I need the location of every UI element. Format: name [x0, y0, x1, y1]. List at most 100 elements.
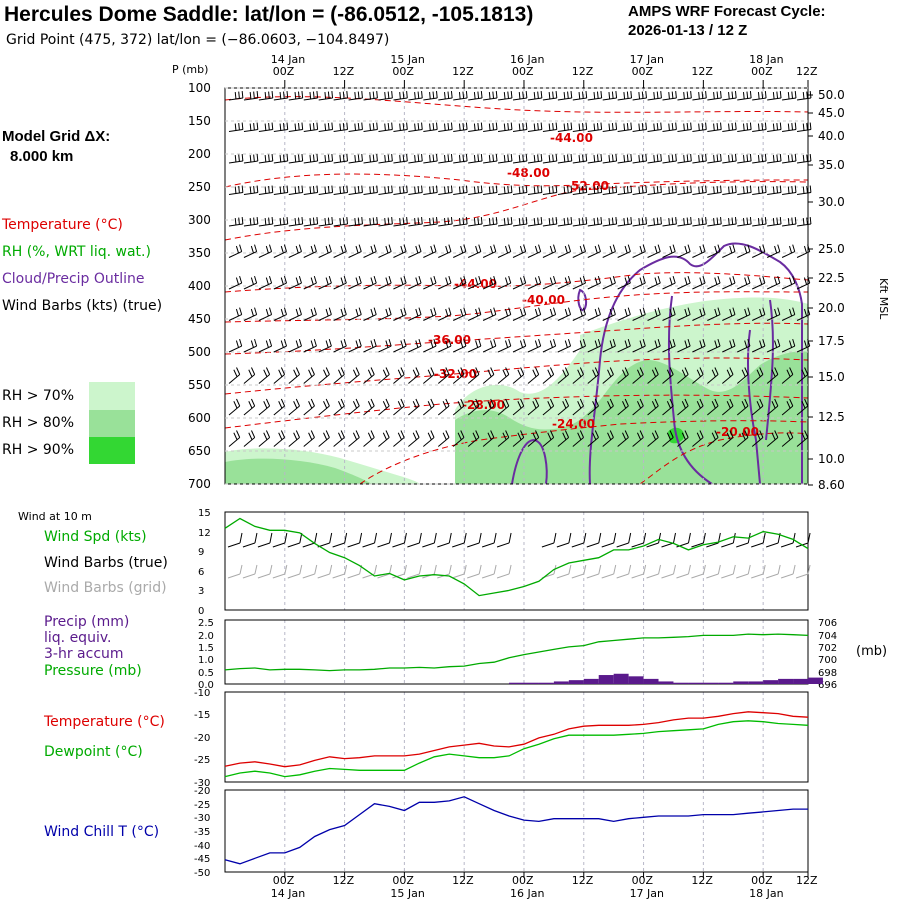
wind-barb-shaft [781, 405, 794, 416]
wind-barb-feather [549, 277, 553, 285]
wind-barb-feather [415, 245, 419, 254]
wind-barb-shaft [602, 251, 616, 258]
wind-barb [393, 367, 405, 384]
wind-barb-feather [579, 430, 584, 438]
wind-barb [318, 244, 332, 258]
wind-barb [527, 185, 543, 195]
wind-speed-tick: 15 [198, 508, 211, 519]
wind-barb-true-feather [463, 532, 467, 544]
rh-90-swatch [89, 437, 135, 464]
wind-barb-true-feather [284, 532, 288, 544]
wind-barb-feather [668, 154, 670, 163]
wind-barb-feather [729, 430, 734, 438]
wind-barb-true-feather [702, 532, 706, 544]
wind-barb-feather [522, 154, 524, 162]
wind-barb-grid-feather [299, 564, 303, 575]
wind-barb-feather [310, 367, 315, 375]
wind-barb [617, 154, 633, 164]
wind-barb-feather [732, 307, 736, 315]
wind-barb-feather [495, 154, 498, 162]
wind-barb [766, 338, 781, 353]
wind-barb-feather [502, 432, 507, 440]
wind-barb-shaft [497, 437, 510, 447]
wind-barb [572, 91, 588, 101]
model-grid-value: 8.000 km [10, 148, 74, 165]
wind-barb [587, 244, 601, 258]
wind-barb [512, 91, 528, 101]
wind-barb [751, 338, 766, 353]
wind-barb-feather [369, 123, 371, 131]
wind-barb-feather [654, 308, 658, 317]
wind-barb-feather [310, 430, 315, 438]
wind-barb-feather [517, 432, 522, 440]
wind-barb-feather [714, 277, 718, 285]
wind-barb [273, 154, 289, 164]
time-tick-bottom: 00Z [632, 874, 654, 887]
wind-barb-feather [503, 154, 506, 163]
wind-barb-feather [803, 245, 808, 254]
wind-barb-feather [666, 369, 672, 377]
wind-barb-shaft [228, 223, 243, 227]
wind-barb-feather [567, 338, 572, 347]
wind-barb-feather [436, 154, 438, 162]
wind-barb-feather [316, 217, 319, 225]
wind-barb [363, 398, 375, 416]
wind-barb-feather [567, 244, 572, 252]
wind-barb-feather [460, 430, 465, 438]
wind-barb-feather [279, 91, 282, 100]
wind-barb-feather [480, 217, 483, 225]
pressure-mb-tick: 704 [818, 631, 837, 642]
wind-barb [452, 367, 465, 384]
wind-barb [453, 91, 468, 101]
wind-barb-feather [540, 217, 543, 225]
wind-barb-feather [533, 186, 536, 194]
wind-barb [557, 217, 573, 227]
wind-barb [707, 91, 722, 101]
wind-barb-true [661, 542, 674, 548]
wind-barb-feather [312, 122, 315, 131]
wind-barb-feather [615, 217, 618, 225]
wind-barb-feather [600, 217, 603, 225]
wind-barb-true-feather [643, 532, 647, 544]
wind-barb-feather [325, 308, 329, 317]
wind-barb-feather [263, 401, 268, 409]
wind-barb-feather [475, 277, 479, 285]
wind-barb-feather [369, 217, 371, 226]
kft-tick: 15.0 [818, 370, 845, 384]
wind-barb-feather [241, 122, 244, 130]
wind-barb [258, 307, 273, 321]
wind-barb-feather [406, 122, 408, 130]
wind-barb [497, 430, 510, 447]
wind-barb-shaft [303, 345, 317, 353]
wind-barb-feather [562, 401, 567, 409]
wind-barb-feather [268, 122, 270, 131]
wind-barb-feather [293, 369, 298, 377]
wind-barb-feather [717, 244, 721, 252]
wind-barb-feather [355, 367, 360, 375]
wind-barb [557, 91, 573, 101]
wind-barb [767, 91, 782, 101]
wind-barb-feather [669, 245, 673, 254]
wind-barb-shaft [318, 437, 330, 447]
wind-barb-feather [608, 186, 611, 194]
wind-barb-shaft [677, 345, 691, 353]
wind-barb-feather [343, 338, 347, 347]
wind-barb-true [751, 542, 764, 548]
wind-barb-feather [235, 245, 239, 254]
cloud-outline-inner-3 [765, 299, 774, 441]
wind-barb [602, 244, 616, 258]
wind-barb-feather [779, 122, 782, 130]
wind-barb-feather [403, 338, 407, 347]
wind-barb-feather [388, 338, 392, 347]
wind-barb-feather [475, 340, 479, 348]
wind-barb-feather [786, 432, 791, 440]
wind-barb-feather [533, 217, 536, 226]
wind-barb-feather [567, 185, 569, 194]
wind-barb [243, 91, 259, 101]
wind-barb-feather [809, 185, 812, 193]
wind-barb-feather [789, 308, 793, 317]
wind-barb [602, 275, 616, 290]
wind-barb-feather [636, 369, 642, 377]
wind-barb-feather [732, 275, 736, 284]
wind-barb-feather [384, 186, 386, 194]
